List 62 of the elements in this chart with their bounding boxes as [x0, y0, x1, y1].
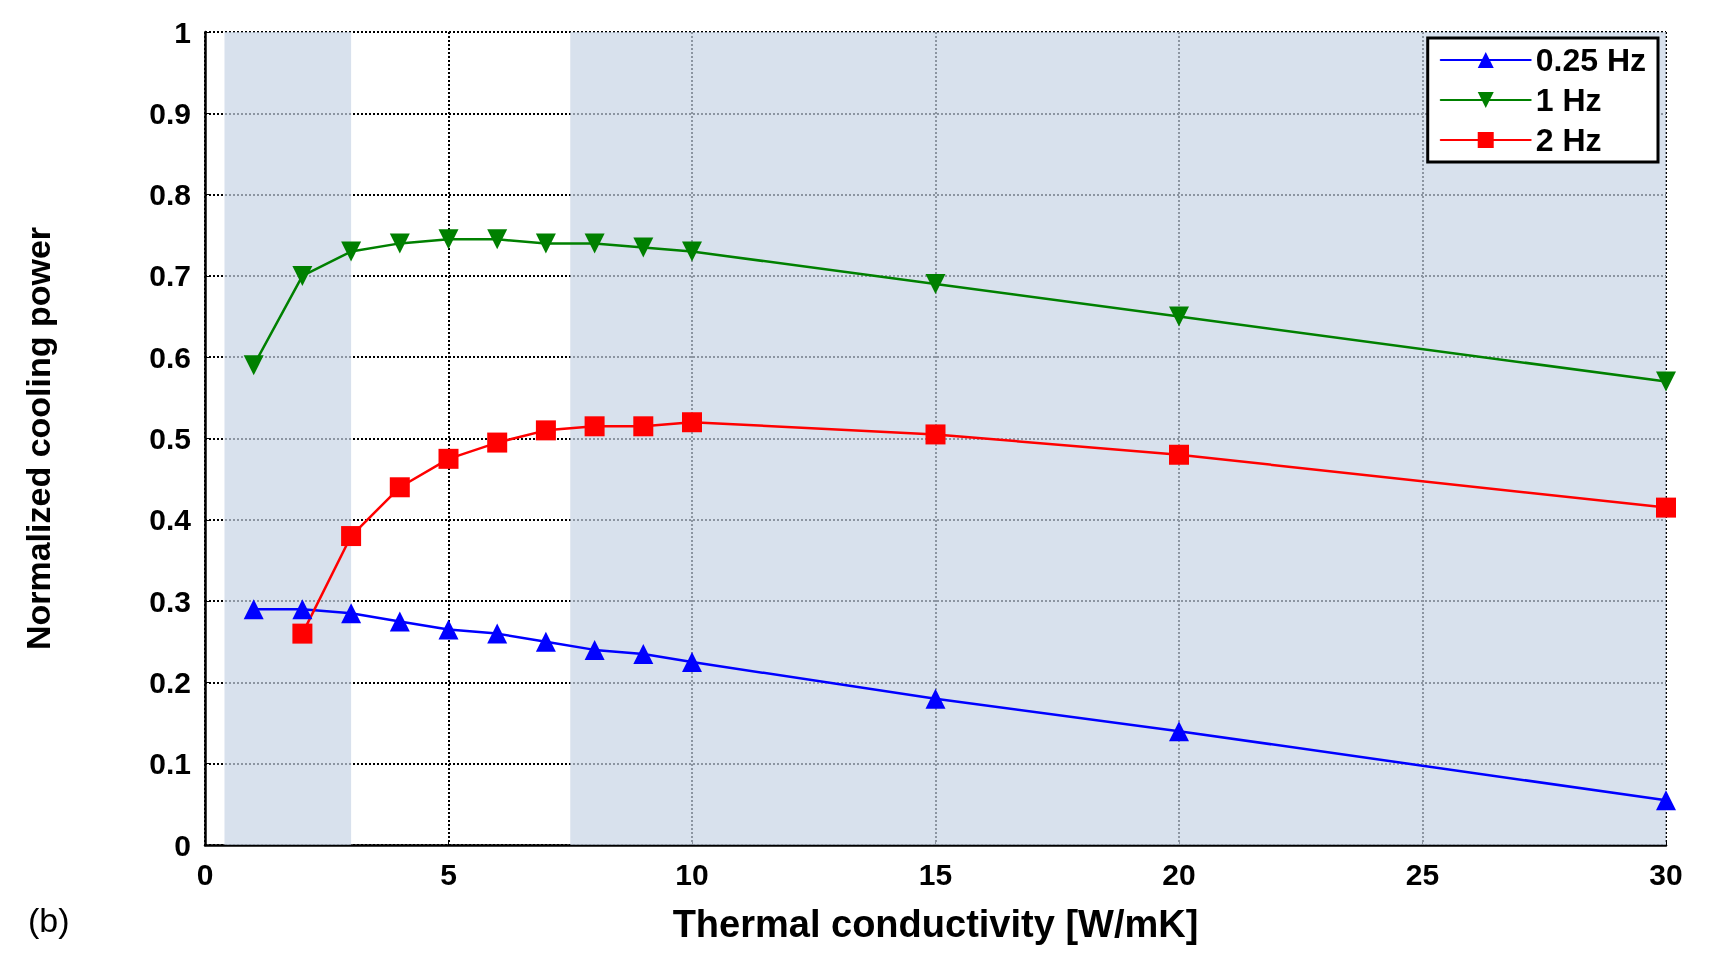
- point: [487, 229, 508, 250]
- point: [341, 241, 362, 262]
- x-tick-label: 10: [675, 857, 709, 891]
- point: [633, 643, 654, 664]
- y-tick-label: 0.9: [149, 96, 191, 130]
- y-tick-label: 0.6: [149, 340, 191, 374]
- point: [438, 229, 459, 250]
- point: [1656, 371, 1676, 392]
- point: [633, 416, 654, 437]
- point: [487, 623, 508, 644]
- x-tick-label: 0: [196, 857, 214, 891]
- point: [487, 432, 508, 453]
- x-tick-label: 5: [440, 857, 457, 891]
- y-tick-label: 0.2: [149, 665, 191, 699]
- y-tick-label: 0.7: [149, 259, 191, 293]
- legend-label: 1 Hz: [1535, 82, 1602, 118]
- y-axis-title: Normalized cooling power: [19, 226, 57, 651]
- point: [292, 599, 313, 620]
- y-tick-label: 0.3: [149, 584, 191, 618]
- x-tick-label: 15: [918, 857, 953, 891]
- x-tick-label: 25: [1405, 857, 1440, 891]
- legend-label: 2 Hz: [1535, 122, 1602, 158]
- point: [341, 526, 362, 547]
- point: [584, 639, 605, 660]
- y-tick-label: 0: [174, 828, 191, 862]
- point: [682, 241, 702, 262]
- point: [438, 619, 459, 640]
- point: [341, 603, 362, 624]
- x-tick-label: 30: [1649, 857, 1683, 891]
- point: [389, 611, 410, 632]
- point: [682, 652, 702, 673]
- point: [633, 237, 654, 258]
- y-tick-label: 0.8: [149, 178, 191, 212]
- y-tick-label: 1: [174, 15, 191, 49]
- point: [535, 233, 556, 254]
- y-tick-label: 0.4: [149, 503, 192, 537]
- point: [1656, 790, 1676, 811]
- point: [925, 688, 946, 709]
- legend-label: 0.25 Hz: [1535, 42, 1646, 78]
- y-tick-label: 0.5: [149, 422, 191, 455]
- point: [535, 420, 556, 441]
- point: [584, 233, 605, 254]
- point: [389, 477, 410, 498]
- point: [925, 274, 946, 295]
- point: [292, 623, 313, 644]
- point: [1656, 497, 1676, 518]
- x-tick-label: 20: [1162, 857, 1196, 891]
- text: (b): [28, 901, 70, 939]
- point: [682, 412, 702, 433]
- x-axis-title: Thermal conductivity [W/mK]: [672, 903, 1199, 945]
- point: [584, 416, 605, 437]
- point: [1169, 444, 1189, 465]
- point: [1169, 306, 1189, 327]
- y-tick-label: 0.1: [149, 747, 191, 781]
- point: [243, 355, 264, 376]
- point: [243, 599, 264, 620]
- point: [925, 424, 946, 445]
- point: [438, 448, 459, 469]
- point: [535, 631, 556, 652]
- point: [389, 233, 410, 254]
- point: [1169, 721, 1189, 742]
- point: [292, 265, 313, 286]
